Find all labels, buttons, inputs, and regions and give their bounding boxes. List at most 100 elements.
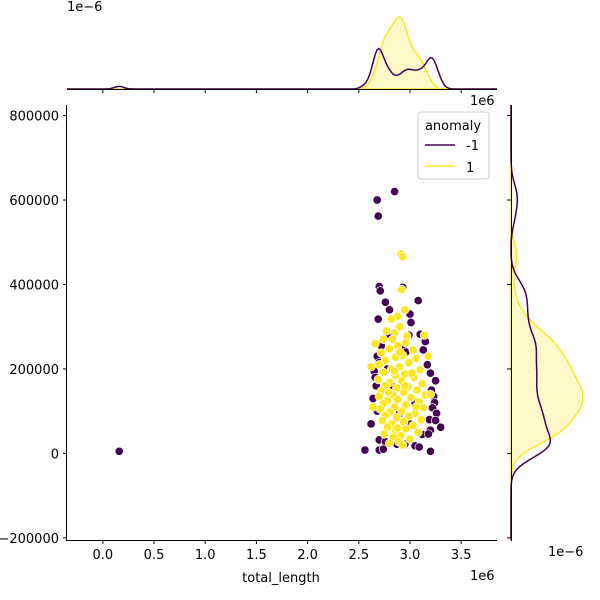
point-anomaly-neg1 <box>378 444 388 454</box>
point-anomaly-1 <box>411 402 421 412</box>
right-marginal-ticks <box>507 115 511 539</box>
point-anomaly-1 <box>400 381 410 391</box>
point-anomaly-neg1 <box>406 317 416 328</box>
point-anomaly-1 <box>398 440 408 450</box>
right-marginal-density-1 <box>510 105 584 540</box>
point-anomaly-1 <box>407 368 417 378</box>
point-anomaly-1 <box>379 429 389 439</box>
point-anomaly-1 <box>370 339 380 349</box>
point-anomaly-neg1 <box>436 422 446 432</box>
point-anomaly-neg1 <box>360 445 370 455</box>
right-marginal-offset-text: 1e−6 <box>548 545 583 560</box>
point-anomaly-1 <box>384 438 395 448</box>
point-anomaly-1 <box>416 415 426 425</box>
point-anomaly-1 <box>419 330 429 340</box>
x-offset-text: 1e6 <box>470 569 495 584</box>
point-anomaly-neg1 <box>375 286 385 296</box>
legend: anomaly -1 1 <box>417 111 490 180</box>
scatter-points <box>114 187 446 456</box>
point-anomaly-1 <box>368 402 378 412</box>
point-anomaly-1 <box>366 362 376 372</box>
point-anomaly-1 <box>393 423 403 433</box>
point-anomaly-1 <box>395 347 405 357</box>
point-anomaly-1 <box>380 355 390 366</box>
point-anomaly-1 <box>412 385 422 395</box>
point-anomaly-1 <box>397 406 407 416</box>
point-anomaly-1 <box>417 379 427 389</box>
right-marginal-density-neg1 <box>510 105 552 540</box>
point-anomaly-neg1 <box>425 446 436 456</box>
point-anomaly-neg1 <box>425 368 436 378</box>
point-anomaly-1 <box>393 394 403 404</box>
x-axis-label: total_length <box>242 571 320 586</box>
legend-label-1: 1 <box>466 161 474 176</box>
point-anomaly-1 <box>401 400 411 410</box>
point-anomaly-1 <box>374 360 384 370</box>
point-anomaly-neg1 <box>380 297 390 307</box>
point-anomaly-neg1 <box>413 295 423 306</box>
point-anomaly-1 <box>373 374 383 385</box>
point-anomaly-1 <box>425 389 436 399</box>
point-anomaly-1 <box>408 345 418 355</box>
right-marginal: 1e6 1e−6 <box>470 94 584 560</box>
x-tick-label: 3.0 <box>400 548 421 563</box>
point-anomaly-1 <box>381 326 391 336</box>
y-tick-label: 400000 <box>9 278 59 293</box>
point-anomaly-1 <box>378 367 388 377</box>
point-anomaly-neg1 <box>373 211 383 221</box>
y-tick-label: 600000 <box>9 194 59 209</box>
point-anomaly-1 <box>374 391 384 401</box>
x-tick-label: 0.0 <box>92 548 113 563</box>
point-anomaly-neg1 <box>114 446 124 456</box>
point-anomaly-neg1 <box>390 187 400 197</box>
point-anomaly-neg1 <box>366 419 376 429</box>
point-anomaly-neg1 <box>414 442 424 452</box>
point-anomaly-neg1 <box>384 305 395 315</box>
point-anomaly-neg1 <box>372 195 382 205</box>
point-anomaly-1 <box>405 434 415 444</box>
point-anomaly-1 <box>397 285 407 295</box>
point-anomaly-1 <box>388 334 398 344</box>
point-anomaly-1 <box>395 322 405 332</box>
legend-label-neg1: -1 <box>466 139 479 154</box>
point-anomaly-1 <box>423 351 433 361</box>
y-tick-label: 200000 <box>9 363 59 378</box>
y-ticks: −200000 0 200000 400000 600000 800000 <box>0 110 67 547</box>
point-anomaly-neg1 <box>418 345 428 355</box>
x-tick-label: 2.5 <box>348 548 369 563</box>
point-anomaly-1 <box>390 366 400 376</box>
point-anomaly-neg1 <box>431 415 441 426</box>
point-anomaly-1 <box>376 348 386 358</box>
legend-title: anomaly <box>425 119 481 134</box>
x-tick-label: 1.0 <box>195 548 216 563</box>
top-marginal: 1e−6 <box>67 0 497 93</box>
point-anomaly-1 <box>383 387 394 397</box>
point-anomaly-1 <box>386 314 397 324</box>
y-tick-label: −200000 <box>0 532 59 547</box>
main-plot: 0.0 0.5 1.0 1.5 2.0 2.5 3.0 3.5 −200000 0 200000 4… <box>0 105 497 586</box>
x-tick-label: 3.5 <box>451 548 472 563</box>
top-marginal-offset-text: 1e−6 <box>67 0 102 15</box>
right-marginal-top-text: 1e6 <box>470 94 495 109</box>
point-anomaly-1 <box>400 305 410 315</box>
x-tick-label: 0.5 <box>144 548 165 563</box>
point-anomaly-1 <box>406 393 416 403</box>
point-anomaly-1 <box>415 365 425 375</box>
point-anomaly-1 <box>377 415 387 426</box>
x-tick-label: 1.5 <box>246 548 267 563</box>
point-anomaly-neg1 <box>431 376 441 386</box>
point-anomaly-1 <box>413 427 423 437</box>
point-anomaly-1 <box>398 252 408 262</box>
point-anomaly-1 <box>392 412 402 423</box>
x-tick-label: 2.0 <box>297 548 318 563</box>
top-marginal-ticks <box>102 89 462 93</box>
top-marginal-density-1 <box>67 16 497 90</box>
y-tick-label: 800000 <box>9 110 59 125</box>
point-anomaly-1 <box>378 334 388 344</box>
point-anomaly-1 <box>411 353 421 363</box>
y-tick-label: 0 <box>51 447 59 462</box>
point-anomaly-1 <box>401 338 411 348</box>
x-ticks: 0.0 0.5 1.0 1.5 2.0 2.5 3.0 3.5 <box>92 540 472 563</box>
point-anomaly-neg1 <box>373 314 383 324</box>
